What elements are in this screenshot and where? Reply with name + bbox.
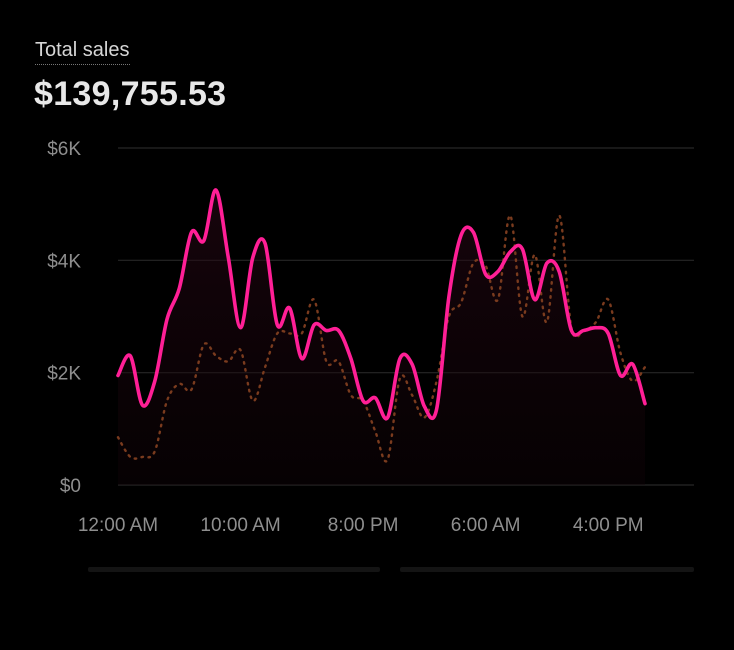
x-tick-label: 12:00 AM: [78, 515, 158, 536]
metric-value: $139,755.53: [34, 75, 227, 113]
y-tick-label: $4K: [47, 251, 81, 272]
x-tick-label: 4:00 PM: [573, 515, 644, 536]
primary-series-area: [118, 189, 645, 485]
metric-label[interactable]: Total sales: [35, 38, 130, 65]
x-tick-label: 10:00 AM: [200, 515, 280, 536]
y-tick-label: $2K: [47, 364, 81, 385]
x-tick-label: 8:00 PM: [328, 515, 399, 536]
comparison-series-line[interactable]: [116, 214, 647, 463]
scroll-track-right: [400, 567, 694, 572]
primary-series-line[interactable]: [116, 188, 647, 421]
y-tick-label: $6K: [47, 139, 81, 160]
scroll-track-left: [88, 567, 380, 572]
x-tick-label: 6:00 AM: [451, 515, 521, 536]
y-tick-label: $0: [60, 476, 81, 497]
